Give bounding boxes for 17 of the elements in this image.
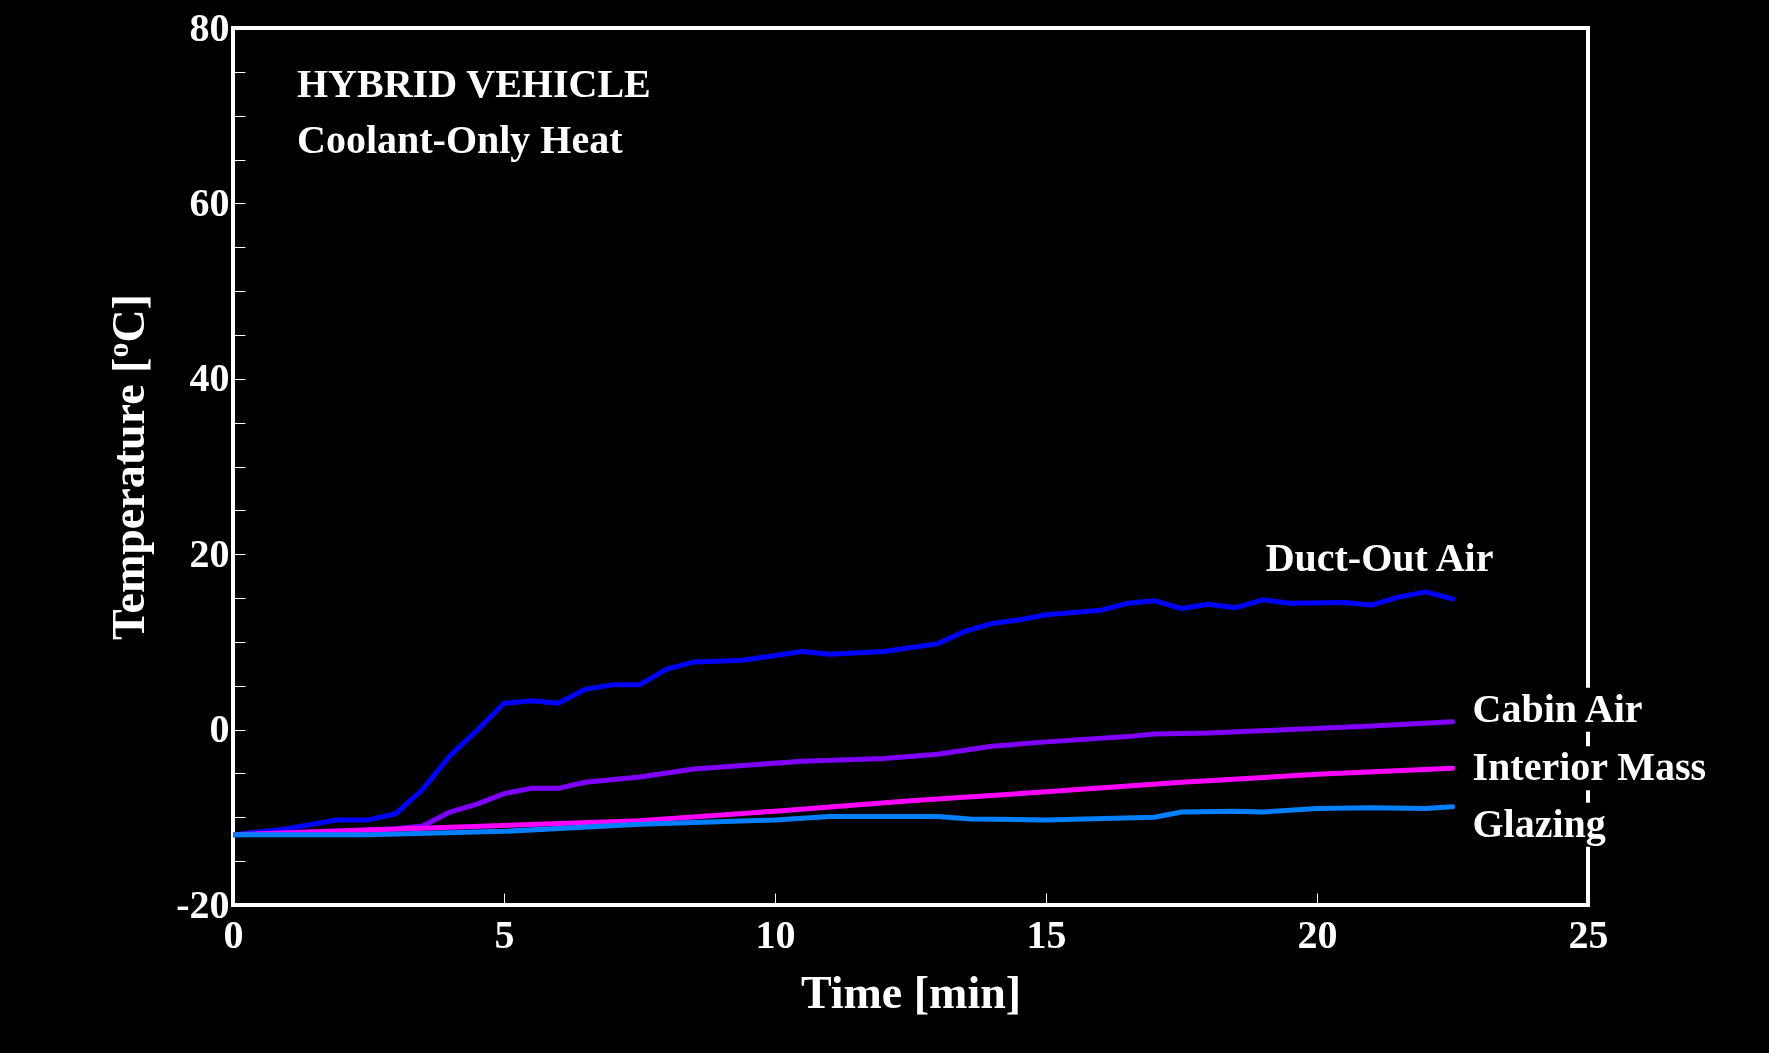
series-label: Interior Mass [1472,744,1707,790]
x-tick-label: 5 [494,911,515,957]
y-tick-label: 80 [189,4,230,50]
y-tick-label: 20 [189,530,230,576]
x-tick-label: 25 [1568,911,1609,957]
text: Coolant-Only Heat [297,117,624,162]
series-label: Duct-Out Air [1265,534,1494,580]
text: HYBRID VEHICLE [297,61,651,106]
x-tick-label: 10 [755,911,796,957]
x-tick-label: 15 [1026,911,1067,957]
x-axis-title: Time [min] [800,966,1022,1018]
y-tick-label: 40 [189,355,230,401]
y-tick-label: 60 [189,179,230,225]
series-label: Glazing [1472,800,1606,846]
series-label: Cabin Air [1472,685,1643,731]
y-tick-label: 0 [209,706,230,752]
x-tick-label: 20 [1297,911,1338,957]
